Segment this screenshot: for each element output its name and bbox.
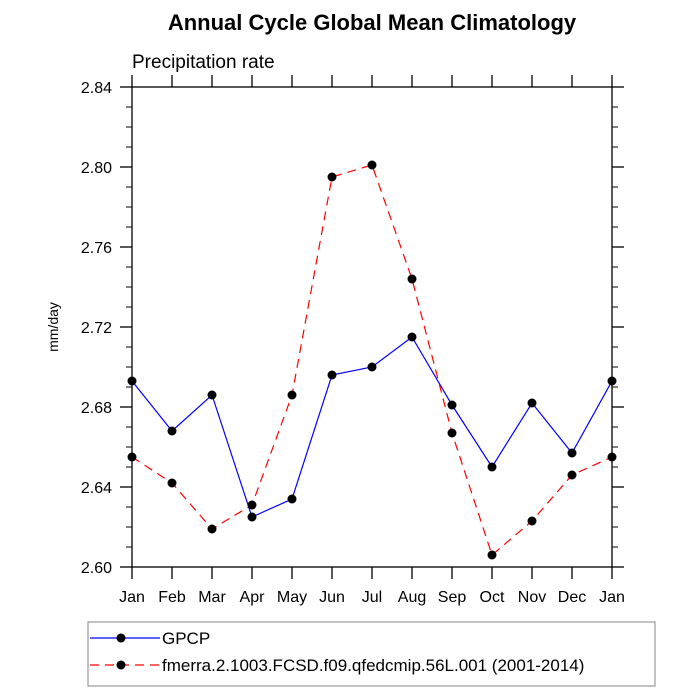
x-tick-label: Jan	[119, 589, 145, 606]
y-tick-label: 2.72	[81, 320, 112, 337]
legend-label-model: fmerra.2.1003.FCSD.f09.qfedcmip.56L.001 …	[162, 656, 584, 675]
data-point-gpcp-11	[567, 448, 577, 458]
data-point-model-10	[527, 516, 537, 526]
series-layer	[127, 160, 617, 560]
data-point-gpcp-0	[127, 376, 137, 386]
legend: GPCP fmerra.2.1003.FCSD.f09.qfedcmip.56L.…	[87, 621, 656, 687]
axes: 2.60 2.64 2.68 2.72 2.76 2.80 2.84 Jan Feb Mar Apr…	[81, 75, 625, 606]
data-point-model-11	[567, 470, 577, 480]
x-tick-label: Apr	[240, 589, 266, 606]
x-tick-label: May	[277, 589, 307, 606]
x-tick-label: Feb	[158, 589, 186, 606]
data-point-gpcp-4	[287, 494, 297, 504]
x-tick-label: Oct	[480, 589, 505, 606]
y-tick-label: 2.84	[81, 80, 112, 97]
data-point-gpcp-5	[327, 370, 337, 380]
x-tick-label: Sep	[438, 589, 467, 606]
y-tick-label: 2.80	[81, 160, 112, 177]
data-point-model-3	[247, 500, 257, 510]
x-tick-label: Mar	[198, 589, 226, 606]
data-point-gpcp-10	[527, 398, 537, 408]
y-tick-label: 2.76	[81, 240, 112, 257]
data-point-gpcp-6	[367, 362, 377, 372]
y-axis-label: mm/day	[45, 302, 61, 352]
legend-label-gpcp: GPCP	[162, 629, 210, 648]
data-point-gpcp-12	[607, 376, 617, 386]
data-point-gpcp-8	[447, 400, 457, 410]
data-point-model-0	[127, 452, 137, 462]
legend-box	[87, 621, 656, 687]
x-tick-label: Jan	[599, 589, 625, 606]
x-tick-label: Jun	[319, 589, 345, 606]
data-point-gpcp-9	[487, 462, 497, 472]
data-point-model-5	[327, 172, 337, 182]
data-point-model-2	[207, 524, 217, 534]
chart-title: Annual Cycle Global Mean Climatology	[168, 10, 577, 35]
data-point-gpcp-3	[247, 512, 257, 522]
data-point-model-9	[487, 550, 497, 560]
legend-marker-model	[116, 660, 126, 670]
data-point-model-7	[407, 274, 417, 284]
data-point-model-8	[447, 428, 457, 438]
data-point-model-12	[607, 452, 617, 462]
y-tick-label: 2.68	[81, 400, 112, 417]
x-tick-label: Dec	[558, 589, 586, 606]
x-tick-label: Nov	[518, 589, 546, 606]
data-point-model-6	[367, 160, 377, 170]
data-point-model-4	[287, 390, 297, 400]
plot-frame	[131, 86, 613, 568]
data-point-gpcp-1	[167, 426, 177, 436]
legend-marker-gpcp	[116, 633, 126, 643]
data-point-gpcp-2	[207, 390, 217, 400]
x-tick-label: Aug	[398, 589, 426, 606]
data-point-model-1	[167, 478, 177, 488]
x-tick-label: Jul	[362, 589, 382, 606]
data-point-gpcp-7	[407, 332, 417, 342]
y-tick-label: 2.64	[81, 480, 112, 497]
chart-subtitle: Precipitation rate	[132, 52, 275, 73]
y-tick-label: 2.60	[81, 560, 112, 577]
series-line-model	[131, 164, 613, 557]
